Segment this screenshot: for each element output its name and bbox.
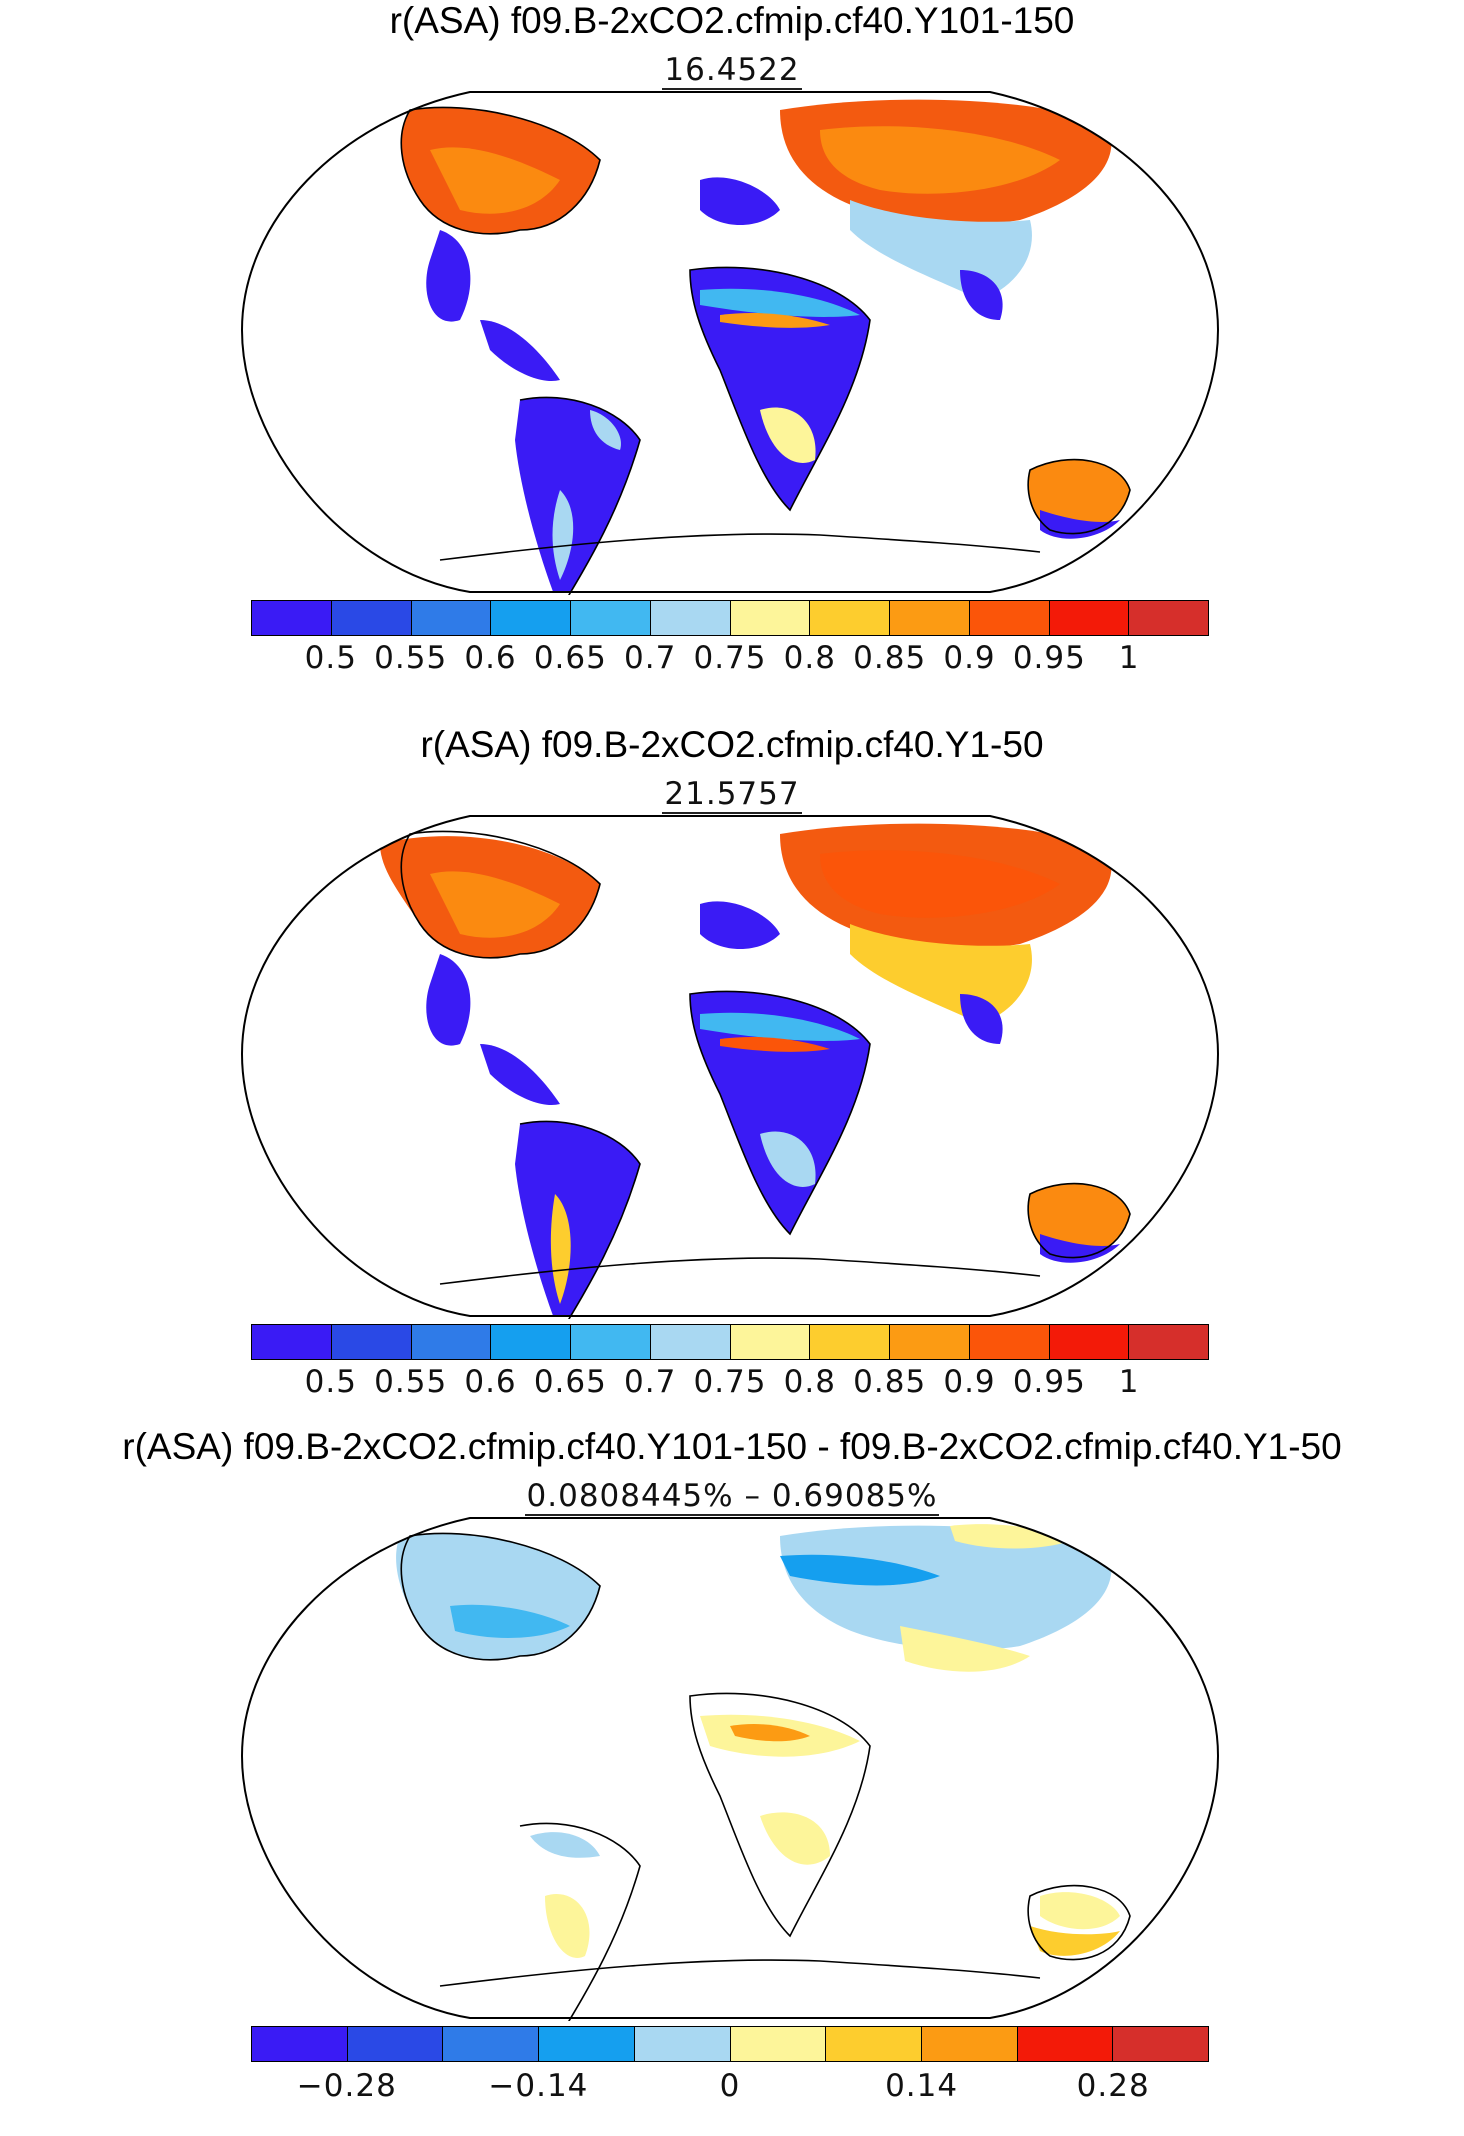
world-map [240, 815, 1220, 1319]
colorbar-tick-label: 0.95 [1012, 1364, 1086, 1400]
colorbar-bin [347, 2027, 444, 2061]
colorbar-bin [650, 1325, 731, 1359]
colorbar-tick-label: 0.85 [853, 1364, 927, 1400]
colorbar-bin [730, 2027, 827, 2061]
colorbar [251, 1324, 1209, 1360]
colorbar-tick-label: 0.75 [693, 640, 767, 676]
colorbar-bin [331, 1325, 412, 1359]
colorbar-tick-label: 0.5 [304, 1364, 357, 1400]
colorbar-bin [1049, 601, 1130, 635]
colorbar-bin [491, 1325, 571, 1359]
colorbar-tick-label: 0.95 [1012, 640, 1086, 676]
colorbar [251, 600, 1209, 636]
colorbar-tick-labels: 0.5 0.55 0.6 0.65 0.7 0.75 0.8 0.85 0.9 0.95 1 [251, 640, 1209, 680]
colorbar-bin [571, 601, 651, 635]
world-map [240, 91, 1220, 595]
colorbar-bin [730, 601, 811, 635]
colorbar-tick-label: 0.9 [943, 640, 996, 676]
colorbar-bin [634, 2027, 731, 2061]
colorbar-bin [921, 2027, 1018, 2061]
colorbar-bin [252, 2027, 348, 2061]
colorbar-tick-label: 1 [1118, 640, 1140, 676]
colorbar-bin [411, 1325, 492, 1359]
colorbar-tick-label: 0.8 [783, 1364, 836, 1400]
colorbar-bin [1129, 1325, 1208, 1359]
colorbar-tick-label: 0.65 [533, 640, 607, 676]
colorbar-bin [411, 601, 492, 635]
panel-subtitle: 21.5757 [662, 776, 802, 814]
colorbar-bin [1017, 2027, 1114, 2061]
colorbar-tick-label: 0.9 [943, 1364, 996, 1400]
panel-title: r(ASA) f09.B-2xCO2.cfmip.cf40.Y1-50 [420, 724, 1044, 765]
colorbar-bin [1113, 2027, 1209, 2061]
colorbar-tick-label: 0 [719, 2068, 741, 2104]
colorbar-tick-label: 0.75 [693, 1364, 767, 1400]
colorbar-bin [730, 1325, 811, 1359]
colorbar-bin [539, 2027, 635, 2061]
colorbar-tick-label: 0.6 [464, 640, 517, 676]
panel-subtitle: 16.4522 [662, 52, 802, 90]
colorbar-tick-label: 1 [1118, 1364, 1140, 1400]
colorbar-bin [491, 601, 571, 635]
colorbar [251, 2026, 1209, 2062]
colorbar-bin [443, 2027, 540, 2061]
panel-title: r(ASA) f09.B-2xCO2.cfmip.cf40.Y101-150 [389, 0, 1075, 41]
colorbar-tick-label: 0.55 [374, 1364, 448, 1400]
colorbar-bin [331, 601, 412, 635]
colorbar-tick-label: 0.55 [374, 640, 448, 676]
colorbar-bin [810, 601, 890, 635]
colorbar-tick-label: 0.7 [624, 1364, 677, 1400]
colorbar-tick-labels: −0.28 −0.14 0 0.14 0.28 [251, 2068, 1209, 2108]
colorbar-bin [826, 2027, 922, 2061]
colorbar-tick-label: 0.28 [1076, 2068, 1150, 2104]
colorbar-tick-label: 0.85 [853, 640, 927, 676]
colorbar-bin [1129, 601, 1208, 635]
colorbar-tick-label: 0.65 [533, 1364, 607, 1400]
colorbar-bin [969, 601, 1050, 635]
colorbar-bin [1049, 1325, 1130, 1359]
panel-subtitle: 0.0808445% – 0.69085% [524, 1478, 940, 1516]
world-map [240, 1517, 1220, 2021]
colorbar-tick-label: 0.14 [885, 2068, 959, 2104]
colorbar-tick-label: 0.8 [783, 640, 836, 676]
colorbar-tick-labels: 0.5 0.55 0.6 0.65 0.7 0.75 0.8 0.85 0.9 0.95 1 [251, 1364, 1209, 1404]
colorbar-tick-label: −0.14 [488, 2068, 589, 2104]
colorbar-tick-label: 0.5 [304, 640, 357, 676]
colorbar-tick-label: 0.7 [624, 640, 677, 676]
colorbar-bin [969, 1325, 1050, 1359]
colorbar-bin [890, 1325, 970, 1359]
colorbar-bin [890, 601, 970, 635]
colorbar-bin [571, 1325, 651, 1359]
colorbar-bin [810, 1325, 890, 1359]
colorbar-tick-label: 0.6 [464, 1364, 517, 1400]
colorbar-tick-label: −0.28 [296, 2068, 397, 2104]
colorbar-bin [252, 601, 332, 635]
colorbar-bin [650, 601, 731, 635]
colorbar-bin [252, 1325, 332, 1359]
panel-title: r(ASA) f09.B-2xCO2.cfmip.cf40.Y101-150 -… [122, 1426, 1342, 1467]
